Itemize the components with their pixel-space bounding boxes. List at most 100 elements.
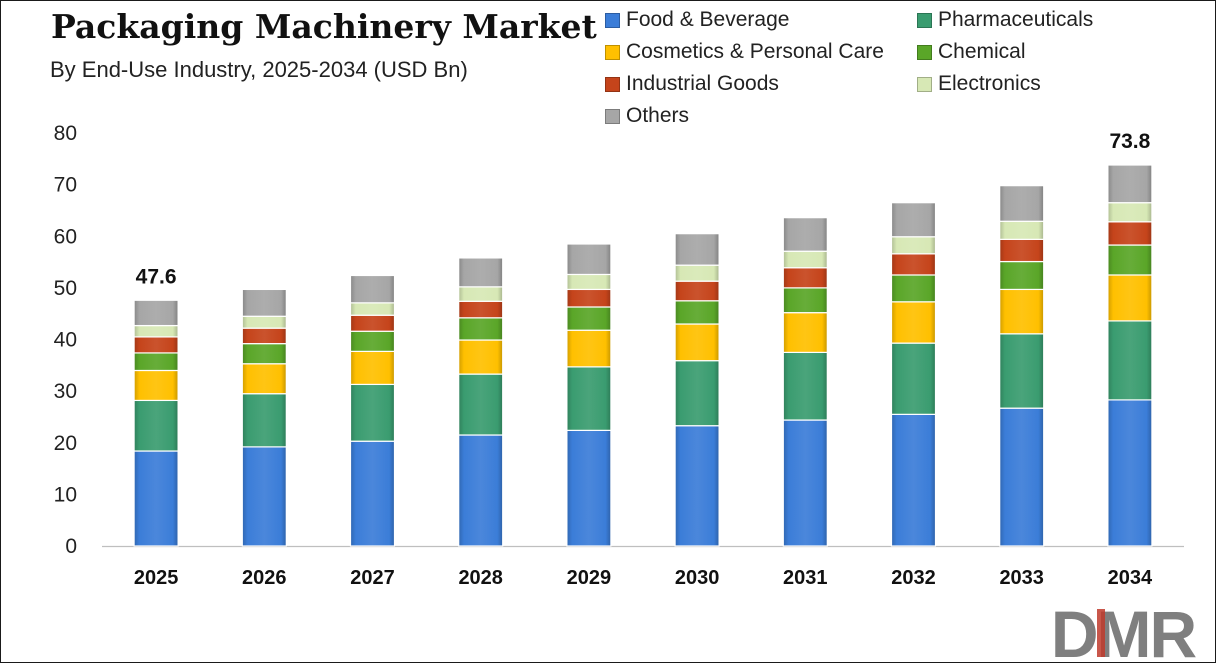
- y-tick-label: 0: [65, 535, 77, 558]
- data-label: 47.6: [136, 265, 177, 288]
- bar-segment: [782, 267, 828, 289]
- bar-segment: [349, 302, 396, 316]
- x-tick-label: 2028: [458, 567, 503, 589]
- legend-swatch: [605, 76, 620, 92]
- x-tick-label: 2033: [999, 567, 1044, 589]
- logo-text: DMR: [1051, 599, 1197, 661]
- bar-segment: [349, 274, 396, 304]
- bar-segment: [133, 369, 179, 402]
- chart-legend: Food & Beverage Pharmaceuticals Cosmetics …: [605, 7, 1105, 129]
- bar-segment: [1107, 274, 1153, 322]
- bar-segment: [133, 399, 179, 452]
- dmr-logo: DMR: [1051, 599, 1199, 661]
- bar-segment: [674, 425, 720, 547]
- bar-segment: [241, 315, 287, 329]
- bar-segment: [1107, 202, 1153, 223]
- y-tick-label: 30: [54, 380, 77, 403]
- legend-item: Industrial Goods: [605, 71, 917, 97]
- legend-swatch: [605, 108, 620, 124]
- x-tick-label: 2034: [1108, 567, 1153, 589]
- bar-segment: [674, 360, 720, 427]
- bar-segment: [1107, 164, 1153, 204]
- legend-label: Industrial Goods: [626, 72, 779, 95]
- bar-segment: [999, 220, 1045, 240]
- bar-segment: [458, 317, 504, 341]
- legend-item: Electronics: [917, 71, 1107, 97]
- bar-segment: [566, 243, 612, 276]
- bar-segment: [782, 419, 828, 547]
- bar-segment: [566, 366, 612, 431]
- bar-segment: [782, 287, 828, 314]
- bar-segment: [674, 300, 720, 325]
- bar-segment: [999, 260, 1045, 291]
- legend-label: Food & Beverage: [626, 8, 790, 31]
- x-tick-label: 2030: [675, 567, 720, 589]
- bar-segment: [999, 238, 1045, 263]
- x-tick-label: 2032: [891, 567, 936, 589]
- x-tick-label: 2027: [350, 567, 395, 589]
- y-tick-label: 20: [54, 432, 77, 455]
- chart-subtitle: By End-Use Industry, 2025-2034 (USD Bn): [50, 57, 468, 82]
- x-tick-label: 2026: [242, 567, 287, 589]
- bar-segment: [1107, 244, 1153, 276]
- legend-label: Electronics: [938, 72, 1041, 95]
- y-tick-label: 80: [54, 122, 77, 145]
- y-tick-label: 60: [54, 225, 77, 248]
- legend-item: Food & Beverage: [605, 7, 917, 33]
- bar-segment: [999, 288, 1045, 335]
- legend-item: Others: [605, 103, 917, 129]
- legend-swatch: [917, 44, 932, 60]
- bar-segment: [349, 383, 396, 442]
- bar-segment: [782, 217, 828, 252]
- x-tick-label: 2029: [567, 567, 612, 589]
- bar-segment: [890, 236, 937, 255]
- bar-segment: [674, 280, 720, 302]
- y-tick-label: 10: [54, 483, 77, 506]
- legend-item: Cosmetics & Personal Care: [605, 39, 917, 65]
- legend-item: Pharmaceuticals: [917, 7, 1107, 33]
- x-tick-label: 2031: [783, 567, 828, 589]
- y-tick-label: 70: [54, 174, 77, 197]
- bar-segment: [133, 352, 179, 372]
- bar-segment: [241, 343, 287, 365]
- bar-segment: [566, 429, 612, 547]
- bar-segment: [349, 440, 396, 547]
- bar-segment: [999, 407, 1045, 547]
- bar-segment: [241, 446, 287, 547]
- bar-segment: [241, 288, 287, 317]
- bar-segment: [890, 342, 937, 415]
- bar-segment: [566, 329, 612, 368]
- bar-segment: [890, 413, 937, 547]
- bar-segment: [133, 324, 179, 338]
- bar-segment: [782, 250, 828, 269]
- bar-segment: [458, 434, 504, 547]
- legend-label: Others: [626, 104, 690, 127]
- bar-segment: [674, 264, 720, 282]
- chart-title: Packaging Machinery Market: [51, 7, 597, 46]
- bar-segment: [890, 274, 937, 303]
- bar-segment: [674, 233, 720, 266]
- bar-segment: [1107, 320, 1153, 401]
- bar-segment: [890, 202, 937, 238]
- bar-segment: [458, 339, 504, 375]
- legend-label: Cosmetics & Personal Care: [626, 40, 884, 63]
- bar-segment: [1107, 399, 1153, 547]
- bar-segment: [349, 314, 396, 332]
- legend-label: Chemical: [938, 40, 1026, 63]
- bar-segment: [782, 351, 828, 421]
- bar-segment: [1107, 221, 1153, 246]
- legend-swatch: [605, 12, 620, 28]
- bar-segment: [782, 312, 828, 354]
- legend-swatch: [917, 76, 932, 92]
- data-label: 73.8: [1109, 130, 1150, 153]
- bar-segment: [241, 327, 287, 345]
- bar-segment: [566, 306, 612, 331]
- legend-label: Pharmaceuticals: [938, 8, 1094, 31]
- bar-segment: [458, 286, 504, 302]
- bar-segment: [241, 363, 287, 395]
- bar-segment: [566, 273, 612, 291]
- bar-segment: [458, 373, 504, 436]
- legend-swatch: [605, 44, 620, 60]
